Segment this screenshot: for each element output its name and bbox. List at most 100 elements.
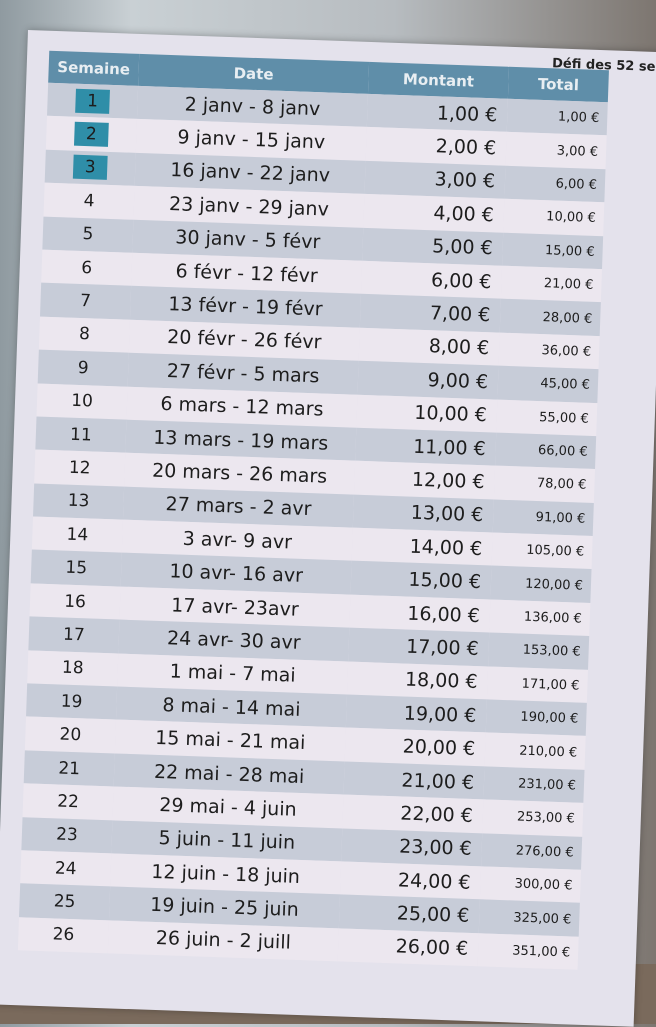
cell-text: 17,00 € (405, 635, 480, 661)
table-cell: 105,00 € (491, 532, 593, 570)
cell-text: 8,00 € (428, 335, 490, 360)
cell-text: 14 (66, 524, 89, 546)
cell-text: 6 (80, 257, 93, 279)
cell-text: 15 (65, 557, 88, 579)
cell-text: 2 (73, 121, 110, 147)
cell-text: 21,00 € (401, 768, 475, 794)
table-cell: 190,00 € (485, 699, 587, 737)
cell-text: 27 mars - 2 avr (165, 493, 312, 521)
table-cell: 7 (40, 282, 132, 320)
table-cell: 10 (36, 383, 128, 420)
table-cell: 24,00 € (340, 861, 482, 900)
cell-text: 25 (53, 891, 76, 913)
cell-text: 18,00 € (404, 668, 478, 694)
cell-text: 13 mars - 19 mars (152, 426, 329, 455)
cell-text: 13,00 € (410, 502, 484, 527)
table-cell: 6,00 € (360, 260, 503, 300)
cell-text: 6,00 € (430, 268, 492, 293)
cell-text: 20 févr - 26 févr (166, 326, 322, 354)
cell-text: 18 (61, 657, 84, 679)
table-cell: 11 (35, 416, 127, 453)
cell-text: 26,00 € (395, 935, 469, 961)
table-cell: 253,00 € (482, 799, 584, 837)
table-cell: 66,00 € (495, 432, 597, 470)
table-cell: 120,00 € (490, 565, 592, 603)
paper-sheet: Défi des 52 sema Semaine Date Montant Total… (0, 30, 656, 1027)
table-cell: 21,00 € (343, 761, 485, 800)
cell-text: 20 (59, 724, 82, 746)
cell-text: 231,00 € (517, 776, 577, 794)
cell-text: 6 févr - 12 févr (175, 259, 319, 287)
cell-text: 29 mai - 4 juin (158, 793, 298, 821)
table-cell: 20,00 € (344, 727, 486, 767)
table-cell: 23 (21, 816, 113, 854)
cell-text: 9,00 € (427, 368, 489, 394)
cell-text: 10 avr- 16 avr (169, 560, 304, 588)
cell-text: 4,00 € (433, 202, 495, 227)
table-cell: 276,00 € (481, 832, 583, 870)
table-cell: 4,00 € (363, 194, 505, 233)
table-cell: 325,00 € (478, 899, 580, 937)
table-cell: 22,00 € (342, 794, 484, 833)
table-cell: 36,00 € (498, 332, 600, 370)
table-cell: 25 (19, 883, 111, 921)
cell-text: 22 (56, 791, 80, 813)
table-cell: 351,00 € (477, 933, 579, 970)
table-cell: 16,00 € (349, 594, 491, 633)
table-cell: 91,00 € (492, 499, 594, 537)
cell-text: 6 mars - 12 mars (160, 393, 324, 421)
cell-text: 10 (70, 390, 94, 412)
cell-text: 8 mai - 14 mai (162, 693, 301, 721)
table-cell: 6 (41, 249, 133, 287)
table-cell: 23,00 € (341, 828, 483, 867)
cell-text: 17 (62, 624, 86, 646)
table-cell: 8 (38, 316, 130, 353)
column-header: Montant (367, 61, 510, 99)
cell-text: 105,00 € (525, 542, 585, 560)
table-cell: 12 (34, 449, 126, 487)
cell-text: 27 févr - 5 mars (166, 359, 320, 388)
cell-text: 15 mai - 21 mai (154, 726, 306, 755)
cell-text: 13 févr - 19 févr (168, 293, 323, 321)
table-cell: 153,00 € (488, 632, 590, 670)
cell-text: 325,00 € (513, 910, 572, 928)
table-cell: 5,00 € (362, 227, 504, 266)
table-cell: 15,00 € (502, 232, 604, 270)
cell-text: 36,00 € (541, 343, 592, 360)
cell-text: 2,00 € (435, 135, 497, 160)
cell-text: 21 (58, 758, 81, 779)
table-cell: 17 (28, 616, 120, 654)
cell-text: 16,00 € (406, 602, 481, 627)
table-cell: 2,00 € (365, 127, 507, 166)
cell-text: 210,00 € (518, 743, 578, 761)
cell-text: 66,00 € (537, 443, 588, 460)
cell-text: 7 (79, 291, 92, 312)
table-cell: 14,00 € (351, 527, 493, 566)
cell-text: 20 mars - 26 mars (151, 459, 328, 488)
cell-text: 1,00 € (557, 109, 600, 127)
cell-text: 7,00 € (429, 302, 491, 327)
cell-text: 15,00 € (544, 242, 595, 260)
table-cell: 22 (22, 783, 114, 821)
cell-text: 5 juin - 11 juin (158, 827, 296, 855)
cell-text: 5 (82, 224, 94, 245)
cell-text: 24,00 € (397, 869, 471, 894)
table-cell: 1 (47, 82, 139, 120)
cell-text: 276,00 € (515, 843, 574, 861)
cell-text: 3,00 € (434, 168, 496, 193)
cell-text: 1 (74, 88, 111, 114)
table-cell: 1,00 € (506, 98, 608, 136)
table-cell: 2 (45, 116, 137, 153)
cell-text: 6,00 € (555, 176, 598, 193)
table-body: 1 2 janv - 8 janv 1,00 € 1,00 € 2 9 janv - 15… (17, 82, 608, 970)
table-cell: 8,00 € (358, 327, 500, 366)
table-cell: 21 (23, 750, 115, 787)
cell-text: 55,00 € (538, 409, 590, 427)
cell-text: 300,00 € (514, 876, 573, 894)
cell-text: 22,00 € (399, 802, 474, 827)
table-cell: 5 (42, 216, 134, 253)
cell-text: 9 janv - 15 janv (177, 126, 326, 154)
table-cell: 15,00 € (350, 561, 492, 600)
table-cell: 171,00 € (486, 666, 589, 703)
cell-text: 1 mai - 7 mai (169, 660, 297, 688)
